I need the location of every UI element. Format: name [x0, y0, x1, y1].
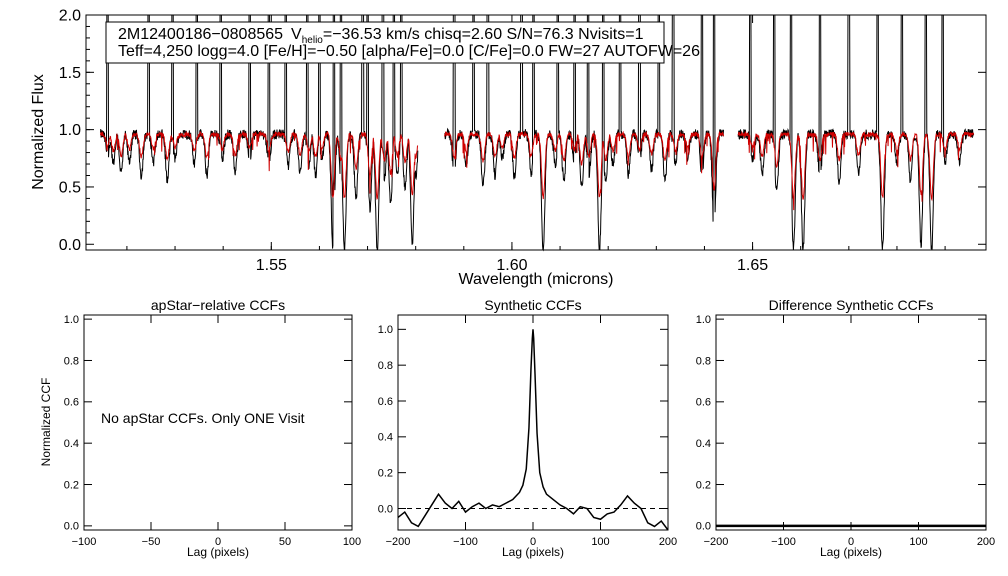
ccf3-title: Difference Synthetic CCFs	[769, 297, 934, 313]
model-spectrum	[99, 130, 975, 211]
ccf1-ylabel: Normalized CCF	[39, 378, 53, 467]
info-box: 2M12400186−0808565 Vhelio=−36.53 km/s chi…	[105, 21, 700, 64]
vhelio-subscript: helio	[302, 35, 324, 46]
y-tick-label: 1.5	[59, 65, 81, 82]
x-tick-label: 200	[659, 536, 677, 548]
spectrum-frame	[85, 14, 987, 251]
y-tick-label: 0.8	[64, 355, 79, 367]
y-tick-label: 0.0	[696, 521, 711, 533]
x-tick-label: 0	[848, 536, 854, 548]
x-tick-label: 1.65	[737, 257, 768, 274]
ccf1-xlabel: Lag (pixels)	[187, 545, 249, 559]
y-tick-label: 0.2	[378, 468, 393, 480]
ccf2-title: Synthetic CCFs	[484, 297, 581, 313]
y-tick-label: 1.0	[59, 122, 81, 139]
model-spectrum-segment	[444, 130, 725, 200]
y-tick-label: 0.5	[59, 180, 81, 197]
x-tick-label: 1.60	[496, 257, 527, 274]
y-tick-label: 0.6	[696, 397, 711, 409]
spectrum-axes: 1.55 1.60 1.65 0.0 0.5 1.0 1.5 2.0	[59, 8, 986, 274]
synthetic-ccf-plot: −200 −100 0 100 200 0.0 0.2 0.4 0.6 0.8 1.0 Synthe…	[378, 297, 677, 559]
x-tick-label: 0	[530, 536, 536, 548]
apstar-ccf-plot: −100 −50 0 50 100 0.0 0.2 0.4 0.6 0.8 1.0 apStar−r…	[39, 297, 361, 559]
y-tick-label: 0.8	[696, 355, 711, 367]
y-tick-label: 0.4	[64, 438, 79, 450]
spectrum-xlabel: Wavelength (microns)	[458, 271, 613, 288]
star-id: 2M12400186−0808565	[118, 26, 283, 43]
y-tick-label: 1.0	[64, 314, 79, 326]
synthetic-ccf-line	[397, 329, 669, 531]
x-tick-label: −100	[453, 536, 478, 548]
x-tick-label: −100	[72, 536, 97, 548]
x-tick-label: 50	[279, 536, 291, 548]
x-tick-label: −200	[704, 536, 729, 548]
info-line-1: 2M12400186−0808565 Vhelio=−36.53 km/s chi…	[118, 26, 644, 46]
ccf3-frame	[715, 314, 987, 531]
fit-summary: =−36.53 km/s chisq=2.60 S/N=76.3 Nvisits…	[323, 26, 644, 43]
x-tick-label: 100	[343, 536, 361, 548]
ccf2-xlabel: Lag (pixels)	[502, 545, 564, 559]
y-tick-label: 0.8	[378, 360, 393, 372]
info-line-2: Teff=4,250 logg=4.0 [Fe/H]=−0.50 [alpha/…	[118, 43, 700, 60]
model-spectrum-segment	[737, 130, 975, 211]
difference-ccf-plot: −200 −100 0 100 200 0.0 0.2 0.4 0.6 0.8 1.0 Differ…	[696, 297, 995, 559]
y-tick-label: 0.2	[64, 479, 79, 491]
ccf1-axes: −100 −50 0 50 100 0.0 0.2 0.4 0.6 0.8 1.0	[64, 314, 361, 548]
ccf2-axes: −200 −100 0 100 200 0.0 0.2 0.4 0.6 0.8 1.0	[378, 315, 677, 548]
y-tick-label: 0.0	[64, 521, 79, 533]
x-tick-label: −100	[771, 536, 796, 548]
spectrum-plot: 1.55 1.60 1.65 0.0 0.5 1.0 1.5 2.0 2M12400186−0…	[30, 8, 987, 288]
y-tick-label: 0.0	[59, 237, 81, 254]
y-tick-label: 0.6	[64, 397, 79, 409]
info-box-frame	[105, 21, 665, 64]
ccf1-no-data-message: No apStar CCFs. Only ONE Visit	[101, 410, 305, 426]
y-tick-label: 0.2	[696, 479, 711, 491]
observed-spectrum-segment	[444, 14, 725, 252]
y-tick-label: 1.0	[378, 324, 393, 336]
model-spectrum-segment	[99, 130, 419, 201]
x-tick-label: 200	[977, 536, 995, 548]
ccf1-title: apStar−relative CCFs	[151, 297, 285, 313]
x-tick-label: 1.55	[256, 257, 287, 274]
observed-spectrum-segment	[737, 14, 975, 251]
y-tick-label: 2.0	[59, 8, 81, 25]
ccf2-frame	[397, 314, 669, 531]
ccf3-axes: −200 −100 0 100 200 0.0 0.2 0.4 0.6 0.8 1.0	[696, 314, 995, 548]
y-tick-label: 1.0	[696, 314, 711, 326]
spectrum-ylabel: Normalized Flux	[30, 74, 47, 190]
y-tick-label: 0.4	[696, 438, 711, 450]
x-tick-label: 0	[215, 536, 221, 548]
x-tick-label: 100	[909, 536, 927, 548]
y-tick-label: 0.0	[378, 503, 393, 515]
vhelio-symbol: V	[291, 26, 302, 43]
ccf2-data	[397, 329, 669, 531]
y-tick-label: 0.4	[378, 432, 393, 444]
y-tick-label: 0.6	[378, 396, 393, 408]
x-tick-label: 100	[591, 536, 609, 548]
ccf3-xlabel: Lag (pixels)	[820, 545, 882, 559]
x-tick-label: −50	[142, 536, 161, 548]
x-tick-label: −200	[386, 536, 411, 548]
